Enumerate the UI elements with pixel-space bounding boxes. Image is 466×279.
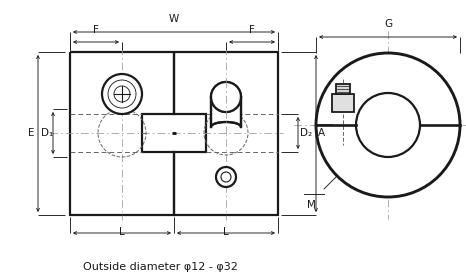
Text: G: G (384, 19, 392, 29)
Bar (332, 94, 354, 112)
Text: A: A (318, 129, 325, 138)
Text: W: W (169, 14, 179, 24)
Circle shape (356, 93, 420, 157)
Text: M: M (307, 200, 315, 210)
Text: D₁: D₁ (41, 128, 53, 138)
Text: F: F (249, 25, 255, 35)
Circle shape (316, 53, 460, 197)
Text: Outside diameter φ12 - φ32: Outside diameter φ12 - φ32 (82, 262, 238, 272)
Text: D₂: D₂ (300, 128, 312, 138)
Circle shape (216, 167, 236, 187)
Circle shape (114, 86, 130, 102)
Bar (336, 84, 350, 94)
Ellipse shape (211, 82, 241, 112)
Circle shape (102, 74, 142, 114)
Ellipse shape (211, 82, 241, 112)
Text: E: E (28, 129, 34, 138)
Text: F: F (93, 25, 99, 35)
Text: L: L (223, 227, 229, 237)
FancyBboxPatch shape (211, 82, 241, 132)
Circle shape (221, 172, 231, 182)
Text: L: L (119, 227, 125, 237)
Circle shape (108, 80, 136, 108)
